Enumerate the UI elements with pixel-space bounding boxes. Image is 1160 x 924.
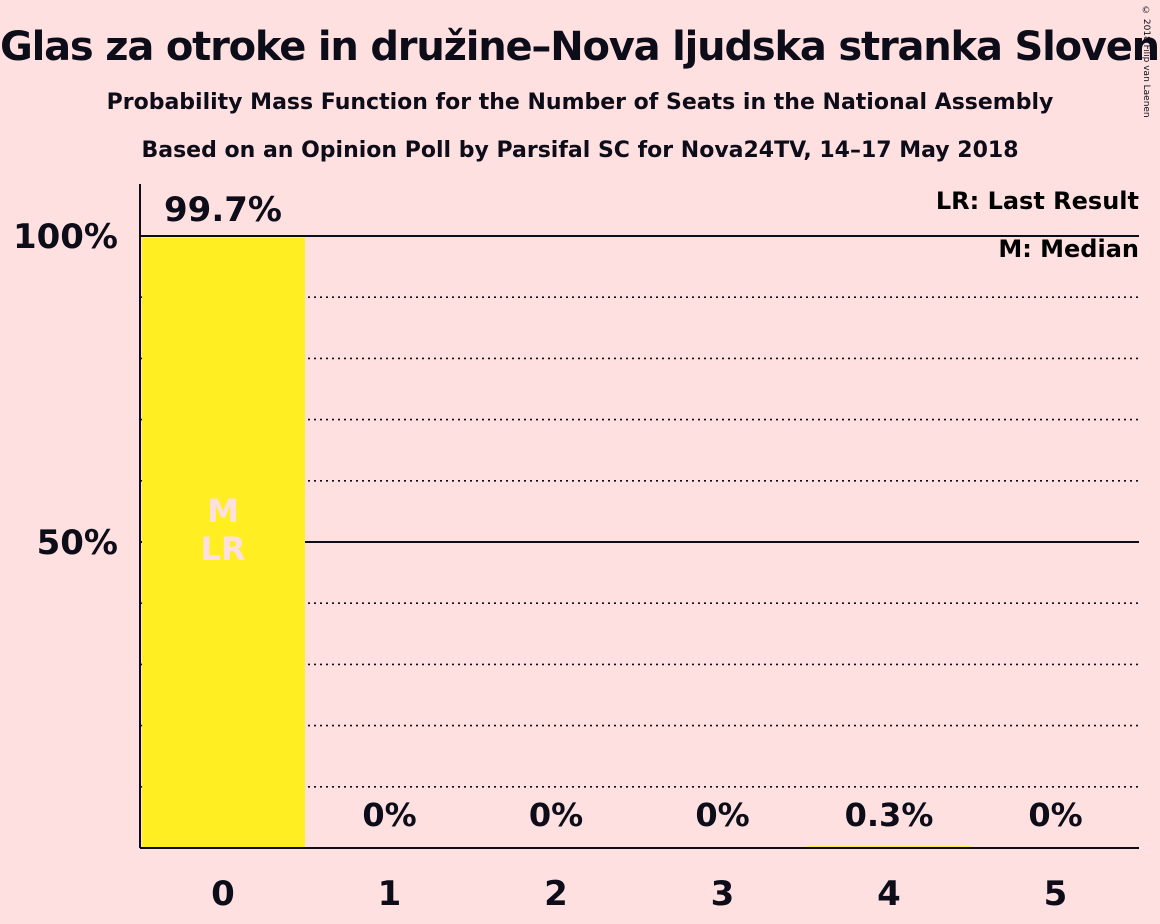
x-tick-label: 1	[378, 874, 402, 914]
value-label: 0%	[1028, 796, 1082, 834]
x-tick-label: 2	[544, 874, 568, 914]
x-tick-label: 3	[711, 874, 735, 914]
value-label: 99.7%	[164, 190, 282, 230]
value-label: 0%	[362, 796, 416, 834]
bar	[142, 237, 305, 848]
chart-subtitle-1: Probability Mass Function for the Number…	[106, 90, 1054, 115]
y-tick-label: 50%	[37, 523, 118, 563]
x-tick-label: 4	[877, 874, 901, 914]
value-label: 0%	[529, 796, 583, 834]
legend-last-result: LR: Last Result	[936, 187, 1139, 215]
x-tick-label: 5	[1044, 874, 1068, 914]
value-label: 0%	[695, 796, 749, 834]
copyright-note: © 2018 Filip van Laenen	[1141, 6, 1151, 118]
last-result-marker: LR	[200, 530, 245, 568]
y-tick-label: 100%	[13, 217, 118, 257]
chart-subtitle-2: Based on an Opinion Poll by Parsifal SC …	[141, 138, 1019, 163]
value-label: 0.3%	[845, 796, 934, 834]
x-tick-label: 0	[211, 874, 235, 914]
legend-median: M: Median	[998, 235, 1139, 263]
chart-title: Glas za otroke in družine–Nova ljudska s…	[0, 24, 1160, 70]
median-marker: M	[207, 492, 239, 530]
